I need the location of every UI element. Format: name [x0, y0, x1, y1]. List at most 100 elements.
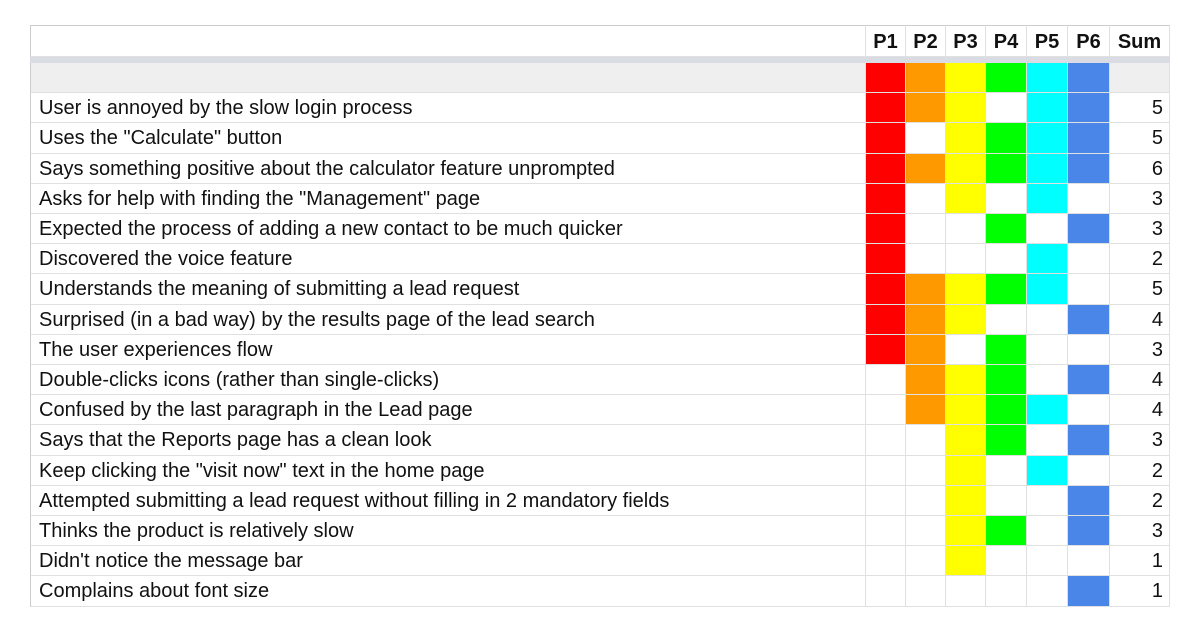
empty-cell — [1027, 576, 1068, 607]
empty-cell — [986, 485, 1027, 516]
empty-cell — [1027, 334, 1068, 365]
empty-cell — [1027, 304, 1068, 335]
filled-cell — [906, 395, 946, 426]
column-header: P5 — [1027, 25, 1068, 57]
empty-cell — [866, 365, 906, 396]
empty-cell — [946, 244, 986, 275]
empty-cell — [906, 244, 946, 275]
filled-cell — [906, 304, 946, 335]
column-header: P2 — [906, 25, 946, 57]
legend-row-sum — [1110, 63, 1170, 94]
empty-cell — [906, 546, 946, 577]
filled-cell — [1027, 93, 1068, 124]
filled-cell — [1068, 576, 1110, 607]
empty-cell — [1027, 425, 1068, 456]
empty-cell — [906, 214, 946, 245]
filled-cell — [1027, 395, 1068, 426]
filled-cell — [1027, 123, 1068, 154]
filled-cell — [906, 334, 946, 365]
empty-cell — [1068, 546, 1110, 577]
filled-cell — [986, 516, 1027, 547]
filled-cell — [866, 304, 906, 335]
empty-cell — [1027, 516, 1068, 547]
empty-cell — [986, 546, 1027, 577]
filled-cell — [906, 93, 946, 124]
filled-cell — [866, 93, 906, 124]
empty-cell — [946, 576, 986, 607]
empty-cell — [906, 455, 946, 486]
empty-cell — [1068, 183, 1110, 214]
empty-cell — [906, 183, 946, 214]
filled-cell — [986, 395, 1027, 426]
row-sum: 1 — [1110, 546, 1170, 577]
filled-cell — [986, 334, 1027, 365]
row-sum: 2 — [1110, 455, 1170, 486]
empty-cell — [866, 455, 906, 486]
color-swatch — [946, 63, 986, 94]
empty-cell — [986, 244, 1027, 275]
column-header: Sum — [1110, 25, 1170, 57]
filled-cell — [866, 183, 906, 214]
empty-cell — [946, 214, 986, 245]
empty-cell — [906, 123, 946, 154]
row-label: User is annoyed by the slow login proces… — [30, 93, 866, 124]
filled-cell — [946, 485, 986, 516]
filled-cell — [866, 334, 906, 365]
column-header: P4 — [986, 25, 1027, 57]
filled-cell — [946, 516, 986, 547]
filled-cell — [1068, 214, 1110, 245]
empty-cell — [1068, 334, 1110, 365]
filled-cell — [946, 455, 986, 486]
empty-cell — [866, 576, 906, 607]
filled-cell — [946, 183, 986, 214]
row-sum: 5 — [1110, 274, 1170, 305]
row-label: Double-clicks icons (rather than single-… — [30, 365, 866, 396]
empty-cell — [866, 516, 906, 547]
row-label: The user experiences flow — [30, 334, 866, 365]
filled-cell — [866, 123, 906, 154]
row-sum: 3 — [1110, 334, 1170, 365]
row-label: Thinks the product is relatively slow — [30, 516, 866, 547]
row-sum: 3 — [1110, 425, 1170, 456]
filled-cell — [1068, 425, 1110, 456]
filled-cell — [1068, 365, 1110, 396]
filled-cell — [1068, 304, 1110, 335]
row-sum: 4 — [1110, 365, 1170, 396]
row-label: Asks for help with finding the "Manageme… — [30, 183, 866, 214]
empty-cell — [866, 395, 906, 426]
filled-cell — [986, 214, 1027, 245]
filled-cell — [946, 153, 986, 184]
empty-cell — [1027, 365, 1068, 396]
color-swatch — [986, 63, 1027, 94]
row-sum: 5 — [1110, 93, 1170, 124]
row-sum: 6 — [1110, 153, 1170, 184]
empty-cell — [1068, 395, 1110, 426]
row-sum: 1 — [1110, 576, 1170, 607]
filled-cell — [946, 274, 986, 305]
filled-cell — [946, 425, 986, 456]
row-label: Says that the Reports page has a clean l… — [30, 425, 866, 456]
filled-cell — [1027, 183, 1068, 214]
filled-cell — [866, 274, 906, 305]
empty-cell — [986, 183, 1027, 214]
row-label: Complains about font size — [30, 576, 866, 607]
empty-cell — [1068, 455, 1110, 486]
empty-cell — [1027, 214, 1068, 245]
filled-cell — [866, 214, 906, 245]
column-header: P1 — [866, 25, 906, 57]
empty-cell — [986, 576, 1027, 607]
row-sum: 2 — [1110, 485, 1170, 516]
filled-cell — [1068, 93, 1110, 124]
row-label: Expected the process of adding a new con… — [30, 214, 866, 245]
row-sum: 3 — [1110, 183, 1170, 214]
filled-cell — [986, 365, 1027, 396]
empty-cell — [866, 546, 906, 577]
filled-cell — [1027, 244, 1068, 275]
header-row-corner — [30, 25, 866, 57]
color-swatch — [1027, 63, 1068, 94]
filled-cell — [906, 274, 946, 305]
empty-cell — [986, 304, 1027, 335]
empty-cell — [1068, 244, 1110, 275]
empty-cell — [906, 485, 946, 516]
